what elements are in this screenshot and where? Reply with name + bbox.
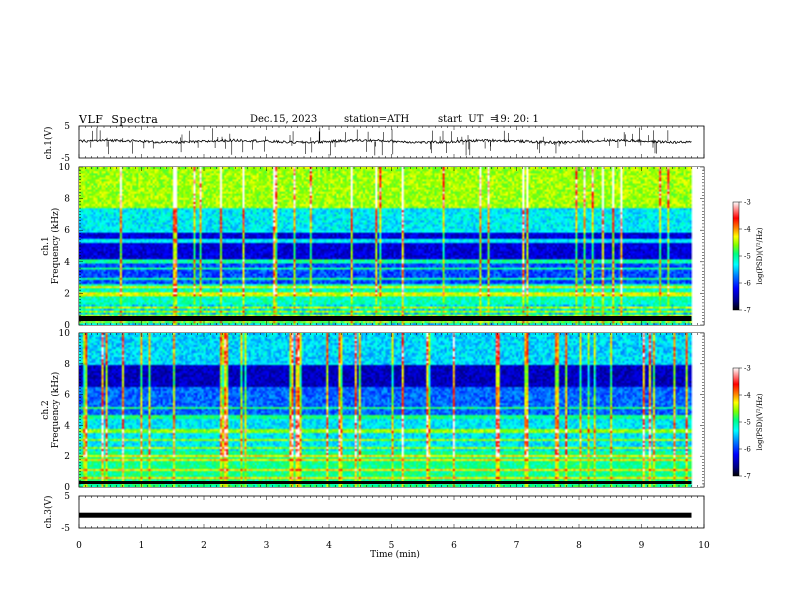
colorbar-tick-label: -7 bbox=[744, 473, 751, 481]
ch2-lowfreq-band bbox=[79, 481, 692, 484]
ch3-waveform-frame bbox=[78, 495, 705, 529]
y-tick-label: 10 bbox=[59, 329, 71, 339]
date-label: Dec.15, 2023 bbox=[250, 114, 318, 125]
ch1-waveform-spikes bbox=[90, 127, 669, 156]
y-tick-label: 2 bbox=[64, 452, 70, 462]
ch2-spectrogram-image bbox=[79, 333, 704, 487]
ch1-colorbar bbox=[732, 201, 740, 311]
colorbar-tick-label: -5 bbox=[744, 253, 751, 261]
x-tick-label: 6 bbox=[451, 541, 457, 551]
x-axis-label: Time (min) bbox=[370, 549, 420, 560]
ch1-lowfreq-band bbox=[79, 316, 692, 321]
colorbar-tick-label: -6 bbox=[744, 446, 751, 454]
x-tick-label: 7 bbox=[514, 541, 520, 551]
ch1-waveform-frame bbox=[78, 125, 705, 159]
colorbar-tick-label: -4 bbox=[744, 226, 751, 234]
x-tick-label: 0 bbox=[76, 541, 82, 551]
x-tick-label: 2 bbox=[201, 541, 207, 551]
spec2-raster bbox=[79, 333, 704, 487]
ch1-spectrogram-image bbox=[79, 167, 704, 325]
y-tick-label: 5 bbox=[64, 122, 70, 132]
chart-title: VLF Spectra bbox=[79, 113, 159, 126]
x-tick-label: 5 bbox=[389, 541, 395, 551]
y-tick-label: 8 bbox=[64, 360, 70, 370]
panel-ticks bbox=[78, 126, 705, 528]
ch2-colorbar bbox=[732, 367, 740, 477]
spec1-raster bbox=[79, 167, 704, 325]
station-label: station=ATH bbox=[344, 114, 410, 125]
y-tick-label: 6 bbox=[64, 226, 70, 236]
y-tick-label: 10 bbox=[59, 163, 71, 173]
start-time-label: start UT = bbox=[438, 114, 499, 125]
x-tick-label: 4 bbox=[326, 541, 332, 551]
y-tick-label: -5 bbox=[61, 154, 70, 164]
colorbar-tick-label: -5 bbox=[744, 419, 751, 427]
ch1-waveform-line bbox=[78, 138, 692, 145]
y-tick-label: 4 bbox=[64, 258, 70, 268]
y-tick-label: 8 bbox=[64, 195, 70, 205]
y-tick-label: 0 bbox=[64, 483, 70, 493]
x-tick-label: 1 bbox=[139, 541, 145, 551]
y-tick-label: 6 bbox=[64, 391, 70, 401]
ch2-spectrogram-ylabel: Frequency (kHz) bbox=[50, 372, 61, 449]
ch1-spectrogram-ylabel: Frequency (kHz) bbox=[50, 208, 61, 285]
ch2-colorbar-label: log(PSD)(V²/Hz) bbox=[756, 393, 764, 450]
colorbar-tick-label: -4 bbox=[744, 392, 751, 400]
ch3-waveform-ylabel: ch.3(V) bbox=[43, 496, 54, 529]
ch1-spectrogram-channel-label: ch.1 bbox=[41, 236, 51, 255]
x-tick-label: 3 bbox=[264, 541, 270, 551]
start-time-value: 19: 20: 1 bbox=[494, 114, 539, 125]
y-tick-label: -5 bbox=[61, 524, 70, 534]
x-tick-label: 10 bbox=[698, 541, 710, 551]
x-tick-label: 8 bbox=[576, 541, 582, 551]
y-tick-label: 2 bbox=[64, 289, 70, 299]
ch2-spectrogram-channel-label: ch.2 bbox=[41, 400, 51, 419]
colorbar-tick-label: -6 bbox=[744, 280, 751, 288]
colorbar-ticks: -3 -4 -5 -6 -7 -3 -4 -5 -6 -7 bbox=[739, 199, 751, 481]
x-tick-label: 9 bbox=[639, 541, 645, 551]
x-tick-labels: 0 1 2 3 4 5 6 7 8 9 10 bbox=[76, 541, 710, 551]
ch1-colorbar-label: log(PSD)(V²/Hz) bbox=[756, 227, 764, 284]
ch1-waveform-ylabel: ch.1(V) bbox=[43, 127, 54, 160]
y-tick-label: 0 bbox=[64, 321, 70, 331]
y-tick-label: 4 bbox=[64, 421, 70, 431]
colorbar-tick-label: -7 bbox=[744, 307, 751, 315]
colorbar-tick-label: -3 bbox=[744, 365, 751, 373]
y-tick-label: 5 bbox=[64, 492, 70, 502]
colorbar-tick-label: -3 bbox=[744, 199, 751, 207]
ch3-waveform-line bbox=[79, 512, 692, 518]
